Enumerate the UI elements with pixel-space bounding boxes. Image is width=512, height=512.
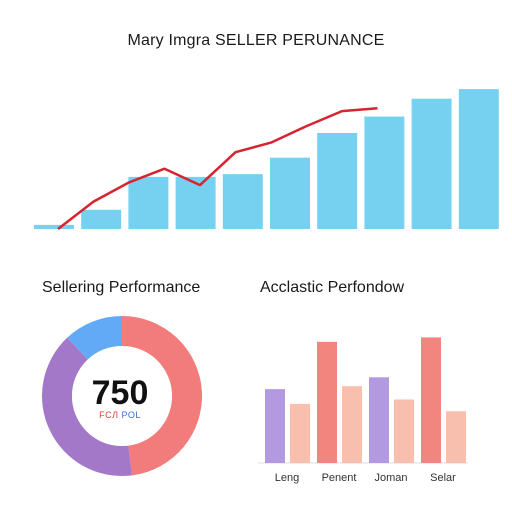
top-trend-line xyxy=(57,107,378,230)
top-bar xyxy=(34,224,74,229)
top-bar xyxy=(128,176,169,229)
donut-hole xyxy=(72,346,172,446)
top-bar xyxy=(411,98,452,229)
right-bar-chart-title: Acclastic Perfondow xyxy=(260,279,405,296)
donut-slice xyxy=(122,316,203,476)
right-bar-primary xyxy=(317,341,337,463)
donut-center-label-a: FCЛ xyxy=(99,410,119,420)
right-chart-category-label: Joman xyxy=(374,472,407,484)
donut-center-label-b: РОL xyxy=(121,410,141,420)
right-chart-category-label: Selar xyxy=(430,472,456,484)
donut-slice xyxy=(67,316,122,360)
donut-center-value: 750 xyxy=(91,374,149,412)
right-chart-category-label: Penent xyxy=(322,472,357,484)
right-bar-secondary xyxy=(342,386,362,463)
top-bar xyxy=(175,176,216,229)
top-bar xyxy=(270,157,310,229)
donut-chart-title: Sellering Performance xyxy=(42,279,201,296)
donut-slice xyxy=(41,337,133,476)
right-bar-secondary xyxy=(394,399,414,463)
top-bar xyxy=(364,116,405,229)
right-bar-primary xyxy=(265,389,285,463)
right-bar-secondary xyxy=(290,403,310,463)
chart-title: Mary Imgra SELLER PERUNANCE xyxy=(127,32,385,49)
top-bar xyxy=(317,133,358,229)
right-chart-category-label: Leng xyxy=(275,472,299,484)
top-bar xyxy=(222,174,263,229)
top-bar xyxy=(81,209,122,229)
right-bar-primary xyxy=(369,377,389,463)
right-bar-primary xyxy=(421,337,441,463)
donut-center-label: FCЛ РОL xyxy=(70,410,170,420)
top-bar xyxy=(458,89,499,229)
right-bar-secondary xyxy=(446,411,466,463)
